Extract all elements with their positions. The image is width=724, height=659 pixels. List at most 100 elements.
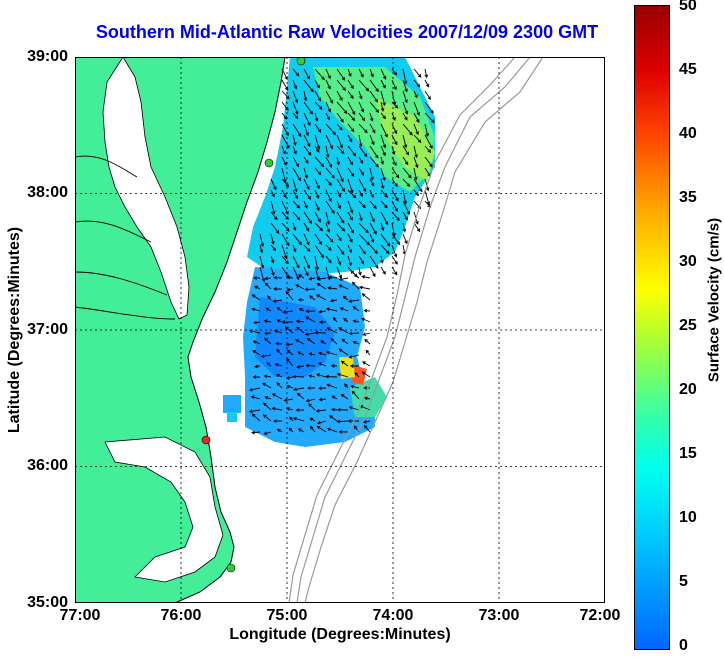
velocity-arrow [369,134,375,146]
colorbar-label: Surface Velocity (cm/s) [705,217,723,383]
velocity-arrow [303,112,311,127]
velocity-arrow [303,101,313,115]
velocity-arrow [413,222,421,233]
velocity-arrow [336,255,342,266]
velocity-arrow [325,200,335,214]
velocity-arrow [391,68,398,76]
velocity-arrow [424,90,431,101]
velocity-arrow [276,382,283,389]
velocity-arrow [362,332,371,336]
velocity-arrow [351,281,360,290]
velocity-arrow [298,308,305,312]
velocity-arrow [314,112,319,122]
velocity-field [223,57,435,447]
velocity-arrow [252,340,261,345]
velocity-arrow [369,101,380,113]
velocity-arrow [270,233,275,245]
velocity-arrow [363,396,371,401]
velocity-arrow [250,395,261,400]
velocity-arrow [347,233,353,243]
velocity-arrow [380,123,388,138]
velocity-arrow [319,320,327,324]
velocity-arrow [336,145,345,155]
velocity-arrow [314,189,320,199]
velocity-arrow [358,200,366,209]
velocity-arrow [358,211,363,222]
velocity-arrow [348,354,360,359]
velocity-arrow [303,255,311,269]
x-tick-75: 75:00 [266,607,308,624]
velocity-arrow [297,428,305,433]
velocity-arrow [362,361,371,367]
velocity-arrow [264,282,272,290]
velocity-arrow [331,395,338,400]
velocity-arrow [340,360,349,367]
map-plot [75,57,605,603]
velocity-arrow [358,189,363,198]
velocity-arrow [347,189,357,199]
colorbar-tick-25: 25 [679,317,697,334]
velocity-arrow [292,167,301,182]
velocity-arrow [347,145,357,157]
station-north-marker [296,57,306,66]
velocity-arrow [413,123,419,136]
velocity-arrow [249,387,261,392]
velocity-arrow [424,79,430,88]
velocity-arrow [251,294,261,301]
velocity-arrow [329,298,338,303]
velocity-arrow [391,222,396,238]
velocity-arrow [327,286,338,290]
velocity-arrow [325,68,331,80]
velocity-arrow [292,90,299,104]
velocity-arrow [292,255,300,269]
velocity-arrow [266,362,272,367]
velocity-arrow [315,409,327,413]
velocity-arrow [336,189,342,198]
velocity-arrow [276,307,283,312]
velocity-arrow [303,233,310,246]
velocity-arrow [270,211,278,221]
velocity-arrow [325,79,331,90]
velocity-arrow [369,233,375,244]
velocity-arrow [304,287,316,292]
velocity-arrow [306,386,316,390]
velocity-arrow [292,222,297,232]
velocity-arrow [281,112,288,120]
colorbar-tick-50: 50 [679,0,697,14]
velocity-arrow [336,407,349,412]
velocity-arrow [380,266,386,275]
x-tick-72: 72:00 [579,607,621,624]
velocity-arrow [325,350,338,356]
velocity-arrow [338,430,349,434]
velocity-arrow [402,189,408,205]
velocity-arrow [259,244,264,254]
velocity-arrow [303,68,310,80]
velocity-arrow [369,255,379,269]
velocity-arrow [252,375,261,379]
velocity-arrow [336,112,344,123]
velocity-arrow [271,406,283,411]
velocity-arrow [308,374,316,378]
velocity-arrow [424,189,431,206]
velocity-arrow [369,112,374,122]
velocity-arrow [402,211,408,221]
velocity-arrow [347,200,354,214]
velocity-arrow [358,244,366,255]
velocity-arrow [306,337,316,345]
velocity-arrow [292,178,298,193]
velocity-arrow [259,255,265,269]
velocity-arrow [292,134,297,146]
velocity-arrow [341,338,349,345]
velocity-arrow [325,211,331,225]
velocity-arrow [264,276,272,281]
velocity-arrow [328,275,338,280]
colorbar-tick-10: 10 [679,509,697,526]
velocity-arrow [380,167,386,182]
velocity-arrow [358,123,368,134]
velocity-arrow [330,364,338,368]
velocity-arrow [283,398,294,402]
velocity-arrow [325,134,334,150]
velocity-arrow [281,189,287,199]
velocity-arrow [281,222,290,232]
colorbar-tick-45: 45 [679,61,697,78]
